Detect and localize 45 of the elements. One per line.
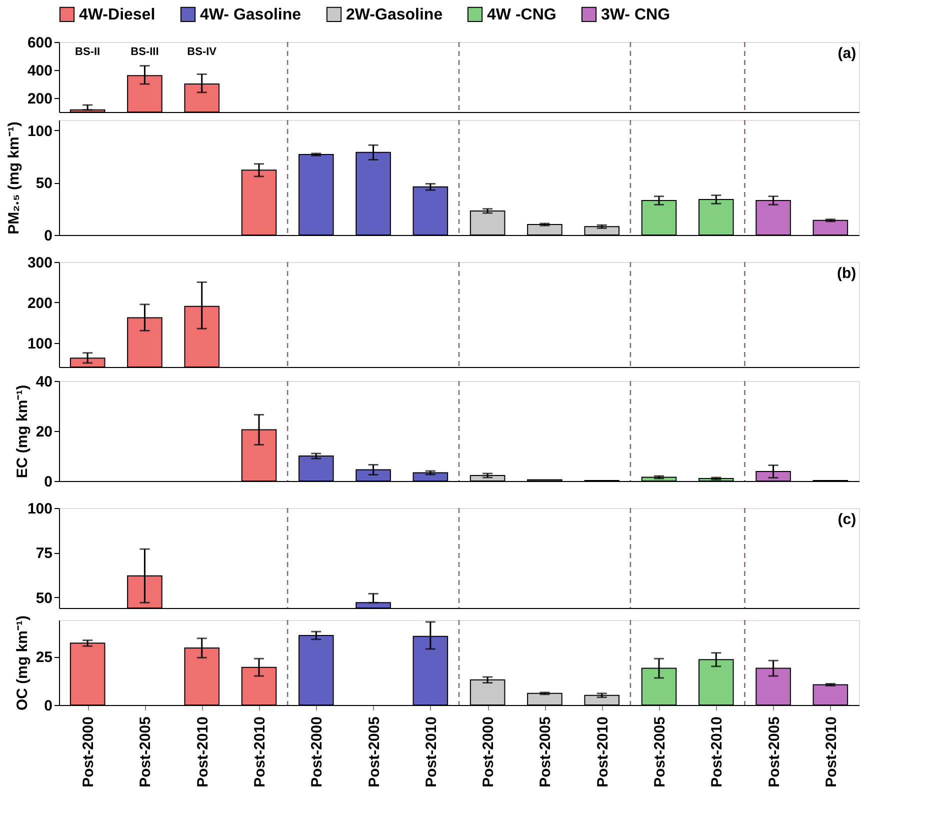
- y-tick-label: 0: [44, 698, 52, 714]
- x-tick-label: Post-2000: [80, 716, 98, 788]
- x-tick-label: Post-2010: [194, 716, 212, 788]
- annotation: BS-II: [75, 46, 100, 58]
- x-tick-label: Post-2005: [366, 716, 383, 788]
- y-tick-label: 50: [36, 590, 52, 607]
- annotation: (a): [838, 45, 856, 62]
- x-tick-label: Post-2000: [308, 716, 326, 788]
- annotation: BS-III: [130, 46, 159, 58]
- y-tick-label: 600: [27, 34, 52, 52]
- legend-label: 4W-Diesel: [79, 6, 156, 24]
- y-tick-label: 50: [36, 175, 52, 192]
- y-axis-title: PM₂.₅ (mg km⁻¹): [5, 122, 22, 234]
- x-tick-label: Post-2010: [252, 716, 268, 788]
- y-tick-label: 25: [36, 649, 52, 666]
- x-tick-label: Post-2005: [766, 716, 783, 788]
- y-tick-label: 200: [27, 294, 52, 312]
- x-tick-label: Post-2005: [537, 716, 554, 788]
- x-tick-label: Post-2010: [422, 716, 440, 788]
- annotation: (c): [838, 511, 856, 528]
- x-tick-label: Post-2010: [594, 716, 612, 788]
- y-tick-label: 100: [27, 500, 52, 518]
- annotation: (b): [836, 265, 856, 282]
- y-tick-label: 100: [27, 335, 52, 352]
- legend-label: 4W -CNG: [487, 6, 556, 24]
- legend-label: 3W- CNG: [601, 6, 670, 24]
- y-tick-label: 0: [44, 474, 52, 490]
- y-tick-label: 20: [36, 424, 52, 440]
- legend-label: 4W- Gasoline: [200, 6, 302, 24]
- legend-label: 2W-Gasoline: [346, 6, 443, 24]
- x-tick-label: Post-2010: [822, 716, 840, 788]
- x-tick-label: Post-2010: [708, 716, 726, 788]
- y-tick-label: 100: [27, 122, 52, 140]
- x-tick-label: Post-2005: [137, 716, 154, 788]
- y-tick-label: 200: [27, 90, 52, 108]
- y-axis-title: OC (mg km⁻¹): [14, 615, 31, 710]
- y-tick-label: 75: [36, 545, 52, 562]
- x-tick-label: Post-2005: [652, 716, 668, 788]
- x-tick-label: Post-2000: [480, 716, 498, 788]
- y-axis-title: EC (mg km⁻¹): [14, 384, 31, 478]
- y-tick-label: 400: [27, 62, 52, 80]
- y-tick-label: 40: [36, 374, 52, 390]
- y-tick-label: 0: [44, 228, 52, 244]
- y-tick-label: 300: [27, 254, 52, 272]
- annotation: BS-IV: [187, 46, 218, 58]
